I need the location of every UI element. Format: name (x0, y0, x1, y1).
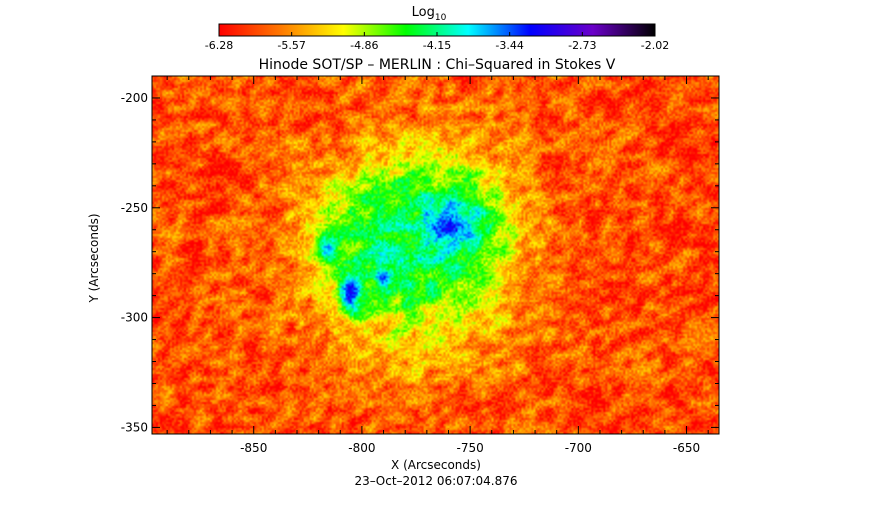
colorbar-tick-label: -4.86 (350, 39, 378, 52)
plot-frame (151, 75, 720, 435)
x-axis-label: X (Arcseconds) (391, 458, 481, 472)
x-tick-label: -650 (673, 441, 700, 455)
colorbar-label: Log10 (412, 5, 447, 23)
colorbar-ticks: -6.28 -5.57 -4.86 -4.15 -3.44 -2.73 -2.02 (205, 32, 669, 52)
colorbar-tick-label: -4.15 (423, 39, 451, 52)
y-tick-label: -350 (121, 420, 148, 434)
y-axis: -200 -250 -300 -350 (121, 75, 719, 434)
colorbar: Log10 -6.28 -5.57 -4.86 -4.15 -3.44 -2.73 -2.0… (205, 5, 669, 52)
x-tick-label: -750 (457, 441, 484, 455)
x-tick-label: -800 (348, 441, 375, 455)
colorbar-tick-label: -5.57 (277, 39, 305, 52)
plot-area: -850 -800 -750 -700 -650 -200 -250 -300 -350 (121, 75, 720, 455)
colorbar-tick-label: -2.73 (568, 39, 596, 52)
colorbar-tick-label: -2.02 (641, 39, 669, 52)
y-tick-label: -200 (121, 91, 148, 105)
heatmap-image (152, 76, 719, 434)
y-axis-label: Y (Arcseconds) (87, 213, 101, 303)
y-tick-label: -300 (121, 311, 148, 325)
x-tick-label: -700 (565, 441, 592, 455)
y-tick-label: -250 (121, 201, 148, 215)
timestamp-footer: 23–Oct–2012 06:07:04.876 (355, 474, 518, 488)
colorbar-tick-label: -6.28 (205, 39, 233, 52)
chart-title: Hinode SOT/SP – MERLIN : Chi–Squared in … (259, 57, 616, 73)
colorbar-tick-label: -3.44 (495, 39, 523, 52)
x-axis: -850 -800 -750 -700 -650 (166, 76, 709, 455)
x-tick-label: -850 (240, 441, 267, 455)
